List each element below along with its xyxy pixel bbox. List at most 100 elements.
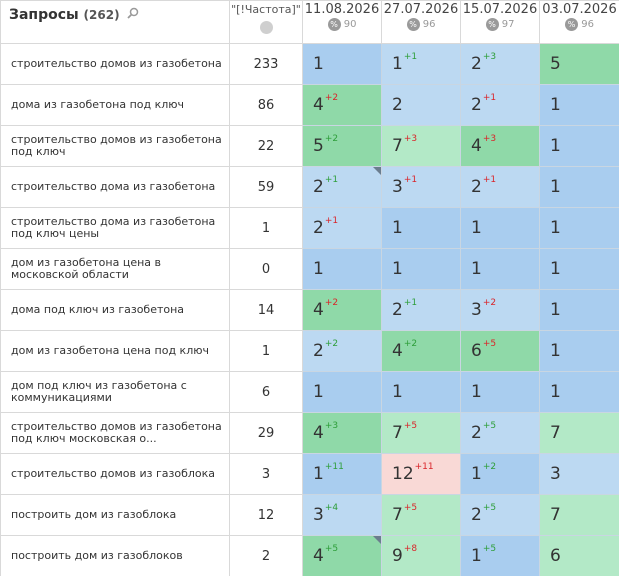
position-cell[interactable]: 2+5 [461, 413, 540, 454]
position-cell[interactable]: 1 [461, 208, 540, 249]
position-cell[interactable]: 4+2 [303, 290, 382, 331]
position-cell[interactable]: 2+1 [303, 208, 382, 249]
query-text: дома из газобетона под ключ [11, 98, 184, 111]
position-cell[interactable]: 4+2 [303, 85, 382, 126]
position-cell[interactable]: 1 [540, 208, 619, 249]
position-cell[interactable]: 1 [303, 249, 382, 290]
frequency-cell: 1 [230, 331, 303, 372]
date-column-header[interactable]: 03.07.2026 % 96 [540, 1, 619, 44]
query-cell[interactable]: строительство домов из газоблока [1, 454, 230, 495]
position-cell[interactable]: 2+5 [461, 495, 540, 536]
position-cell[interactable]: 7+5 [382, 495, 461, 536]
position-cell[interactable]: 1 [303, 372, 382, 413]
date-count: 96 [423, 19, 436, 30]
position-cell[interactable]: 4+3 [303, 413, 382, 454]
position-cell[interactable]: 1 [382, 372, 461, 413]
query-cell[interactable]: строительство домов из газобетона под кл… [1, 126, 230, 167]
table-row[interactable]: строительство дома из газобетона под клю… [1, 208, 619, 249]
position-delta: +3 [483, 52, 496, 62]
position-cell[interactable]: 2+1 [303, 167, 382, 208]
position-cell[interactable]: 4+3 [461, 126, 540, 167]
frequency-cell: 6 [230, 372, 303, 413]
position-cell[interactable]: 7+3 [382, 126, 461, 167]
date-column-header[interactable]: 27.07.2026 % 96 [382, 1, 461, 44]
position-cell[interactable]: 3+2 [461, 290, 540, 331]
position-cell[interactable]: 1 [540, 126, 619, 167]
table-row[interactable]: строительство домов из газобетона под кл… [1, 126, 619, 167]
position-cell[interactable]: 1+5 [461, 536, 540, 576]
position-cell[interactable]: 1+11 [303, 454, 382, 495]
query-cell[interactable]: строительство домов из газобетона под кл… [1, 413, 230, 454]
position-cell[interactable]: 3+1 [382, 167, 461, 208]
position-cell[interactable]: 1 [540, 372, 619, 413]
position-cell[interactable]: 6 [540, 536, 619, 576]
position-cell[interactable]: 7 [540, 413, 619, 454]
position-cell[interactable]: 1+1 [382, 44, 461, 85]
query-cell[interactable]: строительство домов из газобетона [1, 44, 230, 85]
position-cell[interactable]: 2+2 [303, 331, 382, 372]
query-cell[interactable]: строительство дома из газобетона под клю… [1, 208, 230, 249]
position-delta: +3 [483, 134, 496, 144]
position-cell[interactable]: 6+5 [461, 331, 540, 372]
position-cell[interactable]: 1+2 [461, 454, 540, 495]
position-cell[interactable]: 1 [382, 249, 461, 290]
position-cell[interactable]: 3+4 [303, 495, 382, 536]
position-cell[interactable]: 1 [540, 167, 619, 208]
date-column-header[interactable]: 15.07.2026 % 97 [461, 1, 540, 44]
position-cell[interactable]: 1 [303, 44, 382, 85]
position-cell[interactable]: 4+2 [382, 331, 461, 372]
query-cell[interactable]: дом из газобетона цена в московской обла… [1, 249, 230, 290]
position-cell[interactable]: 1 [461, 372, 540, 413]
position-cell[interactable]: 3 [540, 454, 619, 495]
position-cell[interactable]: 2 [382, 85, 461, 126]
frequency-cell: 3 [230, 454, 303, 495]
query-text: построить дом из газоблока [11, 508, 176, 521]
query-cell[interactable]: строительство дома из газобетона [1, 167, 230, 208]
frequency-cell: 12 [230, 495, 303, 536]
position-cell[interactable]: 5 [540, 44, 619, 85]
position-cell[interactable]: 9+8 [382, 536, 461, 576]
position-cell[interactable]: 7 [540, 495, 619, 536]
query-cell[interactable]: дом под ключ из газобетона с коммуникаци… [1, 372, 230, 413]
position-cell[interactable]: 5+2 [303, 126, 382, 167]
position-cell[interactable]: 7+5 [382, 413, 461, 454]
position-value: 3 [550, 464, 561, 484]
frequency-cell: 59 [230, 167, 303, 208]
position-cell[interactable]: 12+11 [382, 454, 461, 495]
position-delta: +2 [325, 339, 338, 349]
query-cell[interactable]: дома под ключ из газобетона [1, 290, 230, 331]
query-cell[interactable]: дом из газобетона цена под ключ [1, 331, 230, 372]
position-cell[interactable]: 2+1 [382, 290, 461, 331]
position-cell[interactable]: 2+1 [461, 85, 540, 126]
position-cell[interactable]: 1 [540, 249, 619, 290]
magnifier-icon[interactable] [127, 7, 139, 23]
table-row[interactable]: строительство домов из газобетона под кл… [1, 413, 619, 454]
position-delta: +4 [325, 503, 338, 513]
position-value: 1 [313, 382, 324, 402]
query-cell[interactable]: построить дом из газоблока [1, 495, 230, 536]
query-cell[interactable]: построить дом из газоблоков [1, 536, 230, 576]
table-row[interactable]: дом под ключ из газобетона с коммуникаци… [1, 372, 619, 413]
position-cell[interactable]: 1 [461, 249, 540, 290]
position-cell[interactable]: 1 [540, 85, 619, 126]
position-cell[interactable]: 2+1 [461, 167, 540, 208]
frequency-header[interactable]: "[!Частота]" [230, 1, 303, 44]
query-cell[interactable]: дома из газобетона под ключ [1, 85, 230, 126]
position-cell[interactable]: 1 [382, 208, 461, 249]
date-column-header[interactable]: 11.08.2026 % 90 [303, 1, 382, 44]
position-cell[interactable]: 1 [540, 331, 619, 372]
position-cell[interactable]: 1 [540, 290, 619, 331]
table-row[interactable]: дом из газобетона цена в московской обла… [1, 249, 619, 290]
position-cell[interactable]: 4+5 [303, 536, 382, 576]
queries-header[interactable]: Запросы (262) [1, 1, 230, 44]
frequency-value: 22 [258, 139, 275, 154]
position-cell[interactable]: 2+3 [461, 44, 540, 85]
